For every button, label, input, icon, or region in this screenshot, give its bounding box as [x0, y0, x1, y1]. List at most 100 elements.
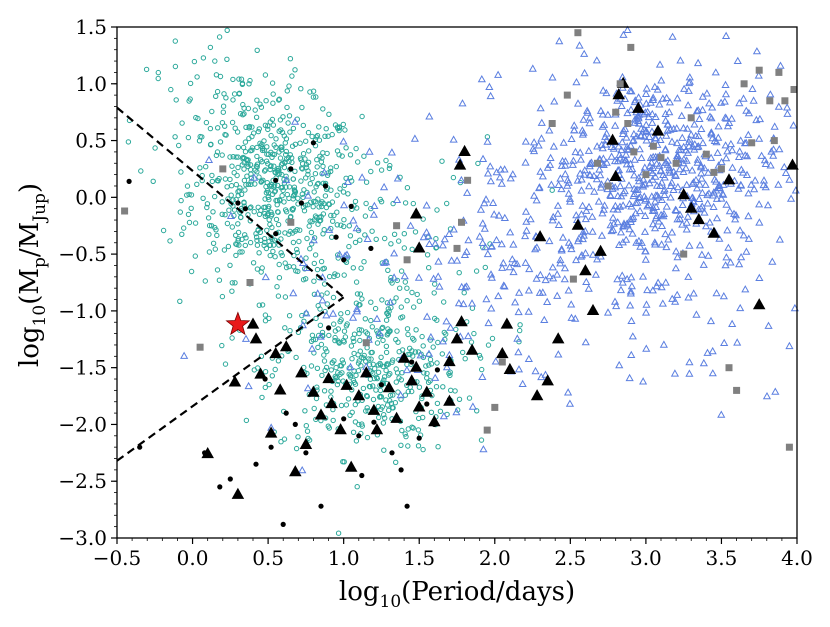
blue-triangle-point — [652, 159, 661, 167]
teal-circle-point — [334, 222, 340, 228]
blue-triangle-point — [640, 180, 650, 188]
teal-circle-point — [228, 183, 235, 189]
teal-circle-point — [439, 158, 445, 164]
teal-circle-point — [479, 366, 485, 373]
blue-triangle-point — [748, 84, 757, 92]
blue-triangle-point — [750, 184, 759, 193]
teal-circle-point — [412, 229, 419, 235]
teal-circle-point — [293, 268, 299, 274]
blue-triangle-point — [484, 318, 493, 327]
teal-circle-point — [290, 176, 297, 182]
teal-circle-point — [313, 134, 319, 140]
teal-circle-point — [385, 306, 391, 312]
teal-circle-point — [143, 66, 150, 73]
blue-triangle-point — [602, 158, 611, 166]
y-tick-label: −2.5 — [58, 469, 107, 493]
blue-triangle-point — [664, 120, 673, 128]
blue-triangle-point — [514, 365, 524, 373]
teal-circle-point — [273, 136, 279, 142]
blue-triangle-point — [622, 235, 631, 243]
blue-triangle-point — [626, 289, 635, 297]
teal-circle-point — [306, 223, 312, 229]
teal-circle-point — [329, 131, 335, 138]
gray-square-point — [672, 159, 680, 167]
blue-triangle-point — [540, 315, 549, 323]
blue-triangle-point — [662, 202, 671, 210]
gray-square-point — [491, 403, 499, 411]
blue-triangle-point — [565, 194, 575, 202]
teal-circle-point — [256, 174, 262, 180]
teal-circle-point — [416, 415, 422, 422]
teal-circle-point — [466, 395, 473, 401]
teal-circle-point — [370, 370, 376, 376]
teal-circle-point — [357, 291, 364, 297]
teal-circle-point — [387, 392, 394, 399]
blue-triangle-point — [711, 68, 720, 76]
blue-triangle-point — [632, 132, 641, 140]
blue-triangle-point — [648, 168, 657, 177]
blue-triangle-point — [538, 172, 547, 180]
blue-triangle-point — [486, 91, 495, 100]
teal-circle-point — [385, 361, 391, 367]
blue-triangle-point — [634, 93, 643, 101]
blue-triangle-point — [685, 357, 694, 366]
blue-triangle-point — [363, 234, 372, 242]
teal-circle-point — [366, 356, 372, 362]
teal-circle-point — [317, 217, 324, 224]
blue-triangle-point — [651, 213, 661, 222]
blue-triangle-point — [541, 370, 550, 378]
blue-triangle-point — [478, 238, 487, 246]
blue-triangle-point — [682, 225, 691, 233]
blue-triangle-point — [628, 332, 637, 340]
blue-triangle-point — [434, 272, 443, 280]
teal-circle-point — [351, 368, 357, 374]
teal-circle-point — [150, 178, 156, 185]
blue-triangle-point — [528, 64, 537, 72]
blue-triangle-point — [390, 249, 399, 257]
teal-circle-point — [388, 278, 394, 284]
teal-circle-point — [331, 212, 337, 219]
blue-triangle-point — [585, 170, 594, 178]
blue-triangle-point — [645, 161, 655, 170]
blue-triangle-point — [602, 88, 611, 97]
teal-circle-point — [254, 153, 260, 160]
blue-triangle-point — [406, 221, 415, 229]
teal-circle-point — [270, 248, 276, 255]
teal-circle-point — [310, 94, 317, 100]
blue-triangle-point — [708, 369, 717, 377]
blue-triangle-point — [717, 98, 726, 106]
blue-triangle-point — [698, 138, 707, 147]
svg-text:log10(Mp/MJup): log10(Mp/MJup) — [15, 183, 50, 367]
blue-triangle-point — [733, 338, 742, 346]
blue-triangle-point — [494, 70, 503, 78]
blue-triangle-point — [531, 366, 540, 375]
teal-circle-point — [181, 225, 187, 231]
teal-circle-point — [321, 227, 327, 233]
blue-triangle-point — [530, 191, 539, 199]
blue-triangle-point — [463, 188, 472, 196]
blue-triangle-point — [684, 141, 694, 150]
teal-circle-point — [362, 213, 369, 219]
teal-circle-point — [292, 67, 298, 73]
teal-circle-point — [384, 402, 391, 408]
teal-circle-point — [307, 89, 313, 95]
blue-triangle-point — [563, 388, 573, 396]
teal-circle-point — [402, 279, 408, 285]
teal-circle-point — [364, 434, 371, 441]
teal-circle-point — [185, 134, 192, 141]
teal-circle-point — [318, 341, 325, 348]
blue-triangle-point — [705, 99, 714, 107]
teal-circle-point — [409, 289, 415, 296]
blue-triangle-point — [609, 205, 618, 213]
blue-triangle-point — [410, 134, 419, 142]
teal-circle-point — [233, 252, 239, 259]
teal-circle-point — [372, 366, 378, 372]
teal-circle-point — [314, 384, 320, 390]
blue-triangle-point — [719, 180, 728, 188]
gray-square-point — [196, 343, 204, 351]
teal-circle-point — [262, 213, 268, 220]
teal-circle-point — [289, 73, 295, 79]
x-tick-label: 1.0 — [328, 546, 360, 570]
blue-triangle-point — [775, 235, 784, 243]
teal-circle-point — [390, 200, 396, 207]
